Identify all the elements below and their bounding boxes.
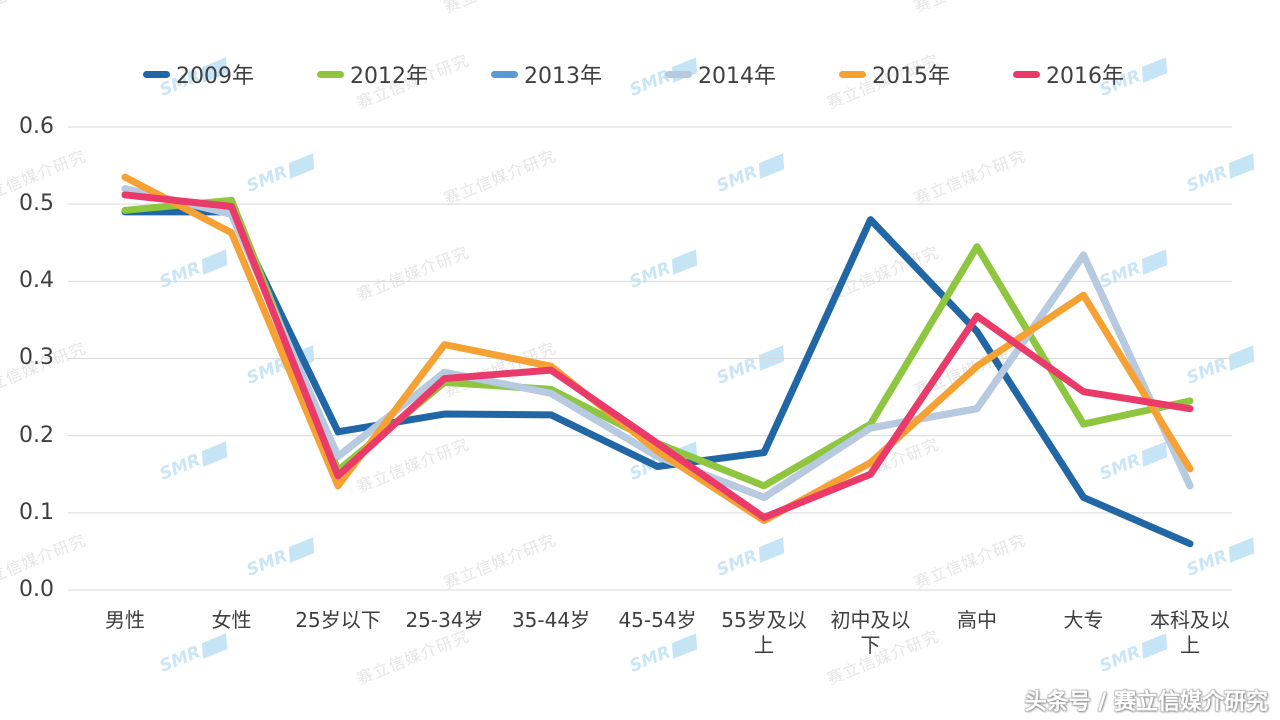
y-tick-label: 0.2 — [19, 422, 54, 448]
x-tick-label: 大专 — [1063, 608, 1104, 632]
credit-text: 头条号 / 赛立信媒介研究 — [1024, 690, 1268, 715]
series-line-2009年 — [121, 208, 1194, 548]
legend-swatch — [1013, 70, 1040, 78]
chart-legend: 2009年 2012年 2013年 2014年 2015年 2016年 — [143, 58, 1124, 90]
legend-swatch — [317, 70, 344, 78]
x-tick-label: 55岁及以上 — [721, 608, 807, 657]
x-tick-label: 本科及以上 — [1150, 608, 1230, 657]
legend-label: 2013年 — [524, 64, 602, 89]
legend-swatch — [665, 70, 692, 78]
x-tick-label: 35-44岁 — [511, 608, 591, 632]
x-tick-label: 25-34岁 — [405, 608, 484, 632]
legend-item-2009年: 2009年 — [143, 58, 254, 90]
x-tick-label: 高中 — [957, 608, 997, 632]
legend-label: 2016年 — [1046, 64, 1124, 89]
y-tick-label: 0.6 — [19, 113, 54, 139]
legend-swatch — [491, 70, 518, 78]
legend-item-2014年: 2014年 — [665, 58, 776, 90]
legend-item-2012年: 2012年 — [317, 58, 428, 90]
series-line-2016年 — [121, 191, 1194, 521]
y-tick-label: 0.0 — [19, 577, 54, 602]
x-tick-label: 男性 — [105, 608, 145, 632]
legend-label: 2009年 — [176, 64, 254, 89]
legend-label: 2015年 — [872, 64, 950, 89]
x-tick-label: 25岁以下 — [295, 608, 381, 632]
legend-item-2016年: 2016年 — [1013, 58, 1124, 90]
y-tick-label: 0.5 — [19, 191, 54, 217]
x-tick-label: 女性 — [211, 608, 252, 632]
y-tick-label: 0.3 — [19, 345, 54, 371]
x-tick-label: 45-54岁 — [618, 608, 697, 632]
legend-label: 2014年 — [698, 64, 776, 89]
y-tick-label: 0.1 — [19, 499, 54, 525]
legend-swatch — [839, 70, 866, 78]
legend-item-2013年: 2013年 — [491, 58, 602, 90]
legend-swatch — [143, 70, 170, 78]
x-tick-label: 初中及以下 — [830, 608, 911, 657]
series-line-2014年 — [121, 185, 1194, 501]
y-tick-label: 0.4 — [19, 268, 54, 294]
legend-label: 2012年 — [350, 64, 428, 89]
legend-item-2015年: 2015年 — [839, 58, 950, 90]
